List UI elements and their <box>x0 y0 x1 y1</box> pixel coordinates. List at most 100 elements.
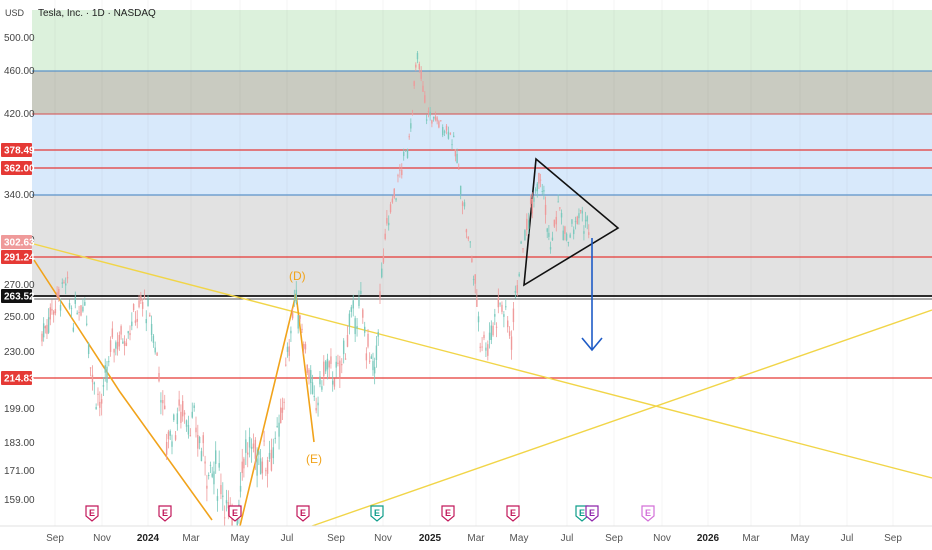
candle-body <box>162 400 164 404</box>
candle-body <box>431 120 433 124</box>
orange-pattern-line-right[interactable] <box>239 293 315 527</box>
candle-body <box>358 297 360 307</box>
candle-body <box>102 385 105 387</box>
candle-body <box>578 213 580 219</box>
price-zone-1 <box>32 71 932 114</box>
candle-body <box>581 210 583 214</box>
candle-body <box>559 207 561 209</box>
x-tick-label: Sep <box>605 533 623 544</box>
candle-body <box>447 131 450 139</box>
candle-body <box>520 241 522 244</box>
candle-body <box>143 295 146 297</box>
candle-body <box>579 210 582 212</box>
candle-body <box>176 413 179 425</box>
candle-body <box>174 435 177 440</box>
candle-body <box>66 277 69 279</box>
candle-body <box>425 119 428 121</box>
candle-body <box>564 226 566 234</box>
earnings-marker-icon[interactable]: E <box>441 505 455 522</box>
candle-body <box>463 202 466 207</box>
candle-body <box>352 300 354 309</box>
candle-body <box>138 300 140 308</box>
candle-body <box>557 201 559 203</box>
candle-body <box>438 121 440 128</box>
earnings-marker-label: E <box>579 508 585 518</box>
candle-body <box>555 216 557 225</box>
candle-body <box>283 401 285 403</box>
candle-body <box>549 247 552 250</box>
candle-body <box>393 188 395 198</box>
candle-body <box>492 325 494 336</box>
candle-body <box>116 341 119 350</box>
candle-body <box>208 475 210 477</box>
candle-body <box>78 311 80 313</box>
candle-body <box>299 315 301 319</box>
candle-body <box>171 441 173 447</box>
candle-body <box>149 314 151 317</box>
candle-body <box>70 307 73 309</box>
candle-body <box>129 333 131 336</box>
candle-body <box>58 288 60 298</box>
candle-body <box>317 402 319 406</box>
candle-body <box>377 331 379 337</box>
candle-body <box>505 306 507 308</box>
candle-body <box>213 471 215 485</box>
candle-body <box>164 405 166 410</box>
earnings-marker-icon[interactable]: E <box>158 505 172 522</box>
yellow-trendline-ascending[interactable] <box>311 309 932 527</box>
time-axis[interactable]: Sep Nov 2024 Mar May Jul Sep Nov 2025 Mar May Jul Se… <box>46 533 902 544</box>
y-tick-label: 230.00 <box>4 347 35 358</box>
earnings-marker-label: E <box>232 508 238 518</box>
y-tick-label: 500.00 <box>4 33 35 44</box>
candle-body <box>261 461 264 474</box>
earnings-marker-icon[interactable]: E <box>370 505 384 522</box>
candle-body <box>276 425 278 427</box>
earnings-marker-icon[interactable]: E <box>641 505 655 522</box>
candle-body <box>204 461 206 464</box>
orange-pattern-line-left[interactable] <box>33 259 213 521</box>
earnings-marker-label: E <box>89 508 95 518</box>
candle-body <box>252 443 255 449</box>
candle-body <box>543 189 545 192</box>
candle-body <box>569 234 571 238</box>
candle-body <box>397 175 399 177</box>
candle-body <box>200 451 203 462</box>
x-tick-label: Sep <box>327 533 345 544</box>
candle-body <box>534 189 537 191</box>
candle-body <box>150 323 153 335</box>
yellow-trendline-descending[interactable] <box>29 242 932 479</box>
candle-body <box>247 452 249 455</box>
pattern-label-e: (E) <box>306 452 322 466</box>
candle-body <box>266 460 269 474</box>
candle-body <box>551 237 554 241</box>
down-arrow[interactable] <box>581 238 603 352</box>
earnings-marker-icon[interactable]: E <box>506 505 520 522</box>
x-tick-label: Nov <box>93 533 111 544</box>
candle-body <box>141 302 144 309</box>
candle-body <box>526 218 528 231</box>
candle-body <box>189 435 192 437</box>
candle-body <box>286 346 289 352</box>
candle-body <box>134 320 137 323</box>
candle-body <box>381 268 383 278</box>
candle-body <box>451 144 453 146</box>
candle-body <box>132 304 135 311</box>
candle-body <box>562 230 564 241</box>
candle-body <box>370 356 373 359</box>
candle-body <box>571 219 573 224</box>
candle-body <box>567 241 570 243</box>
earnings-marker-icon[interactable]: E <box>228 505 242 522</box>
candle-body <box>243 458 245 469</box>
candle-body <box>335 361 337 368</box>
earnings-marker-icon[interactable]: E <box>296 505 310 522</box>
candle-body <box>272 447 275 459</box>
candle-body <box>477 316 480 323</box>
earnings-marker-icon[interactable]: E <box>85 505 99 522</box>
earnings-marker-icon[interactable]: E <box>585 505 599 522</box>
symmetrical-triangle[interactable] <box>523 157 620 287</box>
candle-body <box>406 149 409 159</box>
candle-body <box>518 273 520 277</box>
candle-body <box>82 306 84 312</box>
candle-body <box>195 427 197 433</box>
